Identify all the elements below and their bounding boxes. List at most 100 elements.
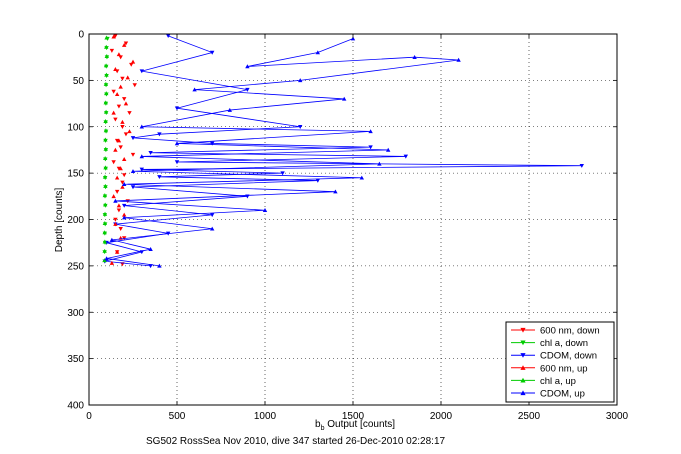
legend-box [505, 321, 615, 403]
data-point [139, 154, 144, 159]
data-point [103, 81, 109, 86]
data-point [113, 217, 118, 222]
data-point [116, 203, 122, 208]
legend-marker [520, 365, 526, 370]
data-point [111, 194, 116, 199]
data-point [103, 109, 109, 114]
data-point [114, 92, 120, 97]
data-point [122, 97, 127, 102]
x-axis-ticks: 0 500 1000 1500 2000 2500 3000 [86, 34, 629, 422]
data-point [103, 146, 108, 151]
data-point [104, 35, 109, 40]
data-point [103, 137, 108, 142]
x-tick-label: 1000 [254, 411, 277, 422]
data-point [210, 226, 215, 231]
series-line [104, 35, 582, 267]
data-point [166, 34, 171, 39]
x-axis-label: bb Output [counts] [315, 419, 395, 432]
data-point [103, 118, 108, 123]
y-tick-label: 0 [78, 30, 84, 41]
y-tick-label: 250 [67, 261, 84, 272]
legend-marker [520, 327, 526, 333]
x-tick-label: 2000 [430, 411, 453, 422]
data-point [120, 76, 125, 81]
data-point [123, 41, 129, 46]
series-6 [104, 36, 461, 268]
series-3 [102, 34, 584, 269]
figure-footer: SG502 RossSea Nov 2010, dive 347 started… [146, 436, 446, 447]
data-point [122, 215, 127, 220]
legend-label: chl a, down [540, 338, 588, 349]
data-point [127, 111, 132, 116]
data-point [113, 198, 118, 203]
data-point [130, 169, 136, 174]
data-point [139, 167, 144, 172]
data-point [113, 221, 118, 226]
data-point [298, 78, 303, 83]
x-axis-label-main: b [315, 419, 321, 430]
data-point [116, 138, 122, 143]
data-point [102, 193, 108, 198]
data-point [130, 136, 136, 141]
data-point [118, 227, 123, 231]
data-point [111, 110, 116, 115]
data-point [245, 87, 250, 92]
data-point [262, 208, 268, 212]
data-point [118, 55, 123, 60]
data-point [103, 128, 109, 133]
legend-label: 600 nm, up [540, 363, 588, 374]
data-point [120, 180, 125, 185]
data-point [403, 154, 408, 159]
data-point [122, 42, 127, 47]
data-point [456, 57, 461, 62]
legend-marker [520, 390, 526, 396]
x-tick-label: 500 [169, 411, 186, 422]
data-point [103, 183, 108, 188]
data-point [122, 203, 127, 208]
data-point [148, 150, 153, 155]
data-point [114, 249, 120, 254]
y-tick-label: 400 [67, 401, 84, 412]
data-point [113, 67, 118, 72]
data-point [359, 175, 364, 180]
data-point [210, 213, 215, 218]
x-tick-label: 1500 [342, 411, 365, 422]
data-point [104, 256, 109, 261]
data-point [127, 129, 132, 134]
data-point [116, 104, 122, 109]
y-axis-label: Depth [counts] [54, 188, 65, 253]
data-point [130, 185, 136, 190]
legend-label: chl a, up [540, 376, 576, 387]
data-point [579, 163, 584, 168]
data-point [102, 230, 107, 235]
data-point [377, 161, 382, 166]
x-tick-label: 0 [86, 411, 92, 422]
x-tick-label: 2500 [518, 411, 541, 422]
data-point [386, 147, 391, 152]
legend-marker [520, 340, 526, 346]
data-point [102, 248, 107, 253]
series-layer [102, 34, 584, 269]
data-point [129, 62, 134, 67]
data-point [120, 124, 125, 129]
data-point [114, 189, 120, 194]
data-point [118, 166, 123, 171]
data-point [350, 36, 356, 41]
data-point [280, 171, 285, 176]
data-point [102, 174, 108, 179]
data-point [104, 91, 109, 96]
data-point [109, 48, 115, 53]
series-4 [109, 34, 136, 265]
data-point [157, 175, 162, 180]
data-point [139, 124, 144, 129]
y-tick-label: 300 [67, 308, 84, 319]
series-5 [102, 35, 109, 263]
x-tick-label: 3000 [606, 411, 629, 422]
legend-marker [520, 377, 526, 383]
data-point [118, 145, 123, 150]
data-point [122, 182, 127, 187]
data-point [104, 44, 109, 49]
data-point [130, 152, 136, 157]
data-point [130, 59, 136, 64]
